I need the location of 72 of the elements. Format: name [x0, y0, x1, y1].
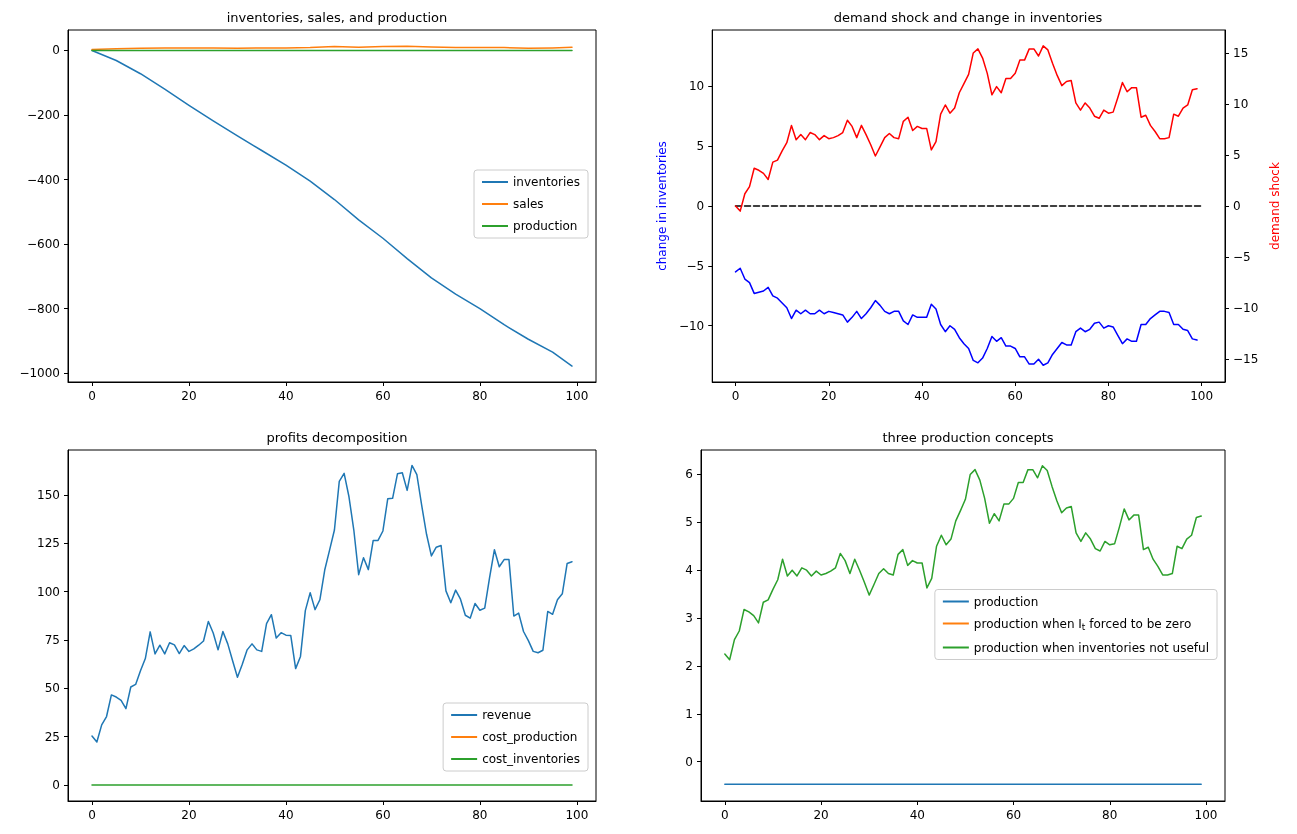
x-tick-label: 0 [721, 808, 729, 822]
y-tick-label: 3 [685, 611, 693, 626]
y2-tick-label: −15 [1233, 352, 1259, 367]
legend-label: cost_production [482, 730, 578, 744]
y-tick-label: 0 [696, 199, 705, 213]
y-tick-label: 5 [696, 139, 705, 154]
line-series [734, 267, 1198, 366]
y2-tick-label: −5 [1233, 250, 1251, 265]
x-tick-label: 0 [731, 389, 740, 403]
x-tick-label: 60 [1005, 808, 1022, 822]
legend-label: production when inventories not useful [973, 640, 1209, 655]
y-tick-label: −800 [27, 301, 60, 316]
y2-axis-title: demand shock [1268, 162, 1283, 250]
x-tick-label: 60 [1007, 389, 1023, 403]
x-tick-label: 20 [813, 808, 829, 822]
chart-title: three production concepts [882, 430, 1054, 445]
y-axis-title: change in inventories [655, 141, 669, 271]
y-tick-label: 10 [688, 79, 705, 94]
x-tick-label: 100 [1194, 808, 1218, 822]
y-tick-label: 0 [52, 43, 60, 58]
x-tick-label: 80 [472, 389, 488, 403]
y-tick-label: 0 [52, 777, 60, 792]
y2-tick-label: 5 [1233, 147, 1241, 162]
y-tick-label: 75 [44, 633, 60, 647]
line-series [734, 45, 1198, 212]
x-tick-label: 80 [1100, 389, 1117, 403]
legend-label: revenue [482, 708, 532, 722]
chart-title: demand shock and change in inventories [833, 10, 1103, 25]
y-tick-label: 150 [37, 488, 60, 503]
y-tick-label: −600 [27, 237, 60, 252]
legend-label: production [973, 594, 1039, 609]
x-tick-label: 20 [181, 389, 197, 403]
chart-title: inventories, sales, and production [226, 10, 448, 25]
y2-tick-label: 0 [1233, 199, 1241, 213]
y-tick-label: 1 [685, 706, 693, 721]
y2-tick-label: 15 [1233, 45, 1249, 60]
y-tick-label: 125 [37, 536, 60, 551]
legend-label: cost_inventories [482, 752, 580, 766]
y-tick-label: 100 [37, 584, 60, 599]
legend-label: sales [513, 197, 544, 211]
legend-label: inventories [513, 175, 581, 189]
x-tick-label: 60 [375, 389, 391, 403]
x-tick-label: 80 [1102, 808, 1118, 822]
x-tick-label: 0 [88, 808, 96, 822]
x-tick-label: 0 [88, 389, 96, 403]
y-tick-label: 0 [685, 754, 693, 769]
y-tick-label: 25 [44, 729, 60, 744]
chart-title: profits decomposition [266, 430, 408, 445]
x-tick-label: 100 [1190, 389, 1214, 403]
y-tick-label: −200 [27, 108, 60, 123]
x-tick-label: 60 [375, 808, 391, 822]
y-tick-label: 4 [685, 563, 693, 578]
x-tick-label: 80 [472, 808, 488, 822]
x-tick-label: 100 [565, 808, 589, 822]
y-tick-label: −10 [678, 318, 705, 333]
x-tick-label: 20 [181, 808, 197, 822]
y-tick-label: 5 [685, 515, 693, 530]
legend-label: production [513, 219, 578, 233]
y-tick-label: 2 [685, 658, 693, 673]
y-tick-label: −1000 [19, 366, 60, 381]
y-tick-label: 50 [44, 681, 60, 696]
x-tick-label: 20 [821, 389, 837, 403]
x-tick-label: 40 [278, 808, 294, 822]
y2-tick-label: −10 [1233, 301, 1259, 316]
x-tick-label: 40 [909, 808, 925, 822]
x-tick-label: 100 [565, 389, 589, 403]
x-tick-label: 40 [914, 389, 930, 403]
y-tick-label: −5 [686, 258, 705, 273]
y2-tick-label: 10 [1233, 96, 1249, 111]
x-tick-label: 40 [278, 389, 294, 403]
y-tick-label: −400 [27, 172, 60, 187]
y-tick-label: 6 [685, 467, 693, 482]
